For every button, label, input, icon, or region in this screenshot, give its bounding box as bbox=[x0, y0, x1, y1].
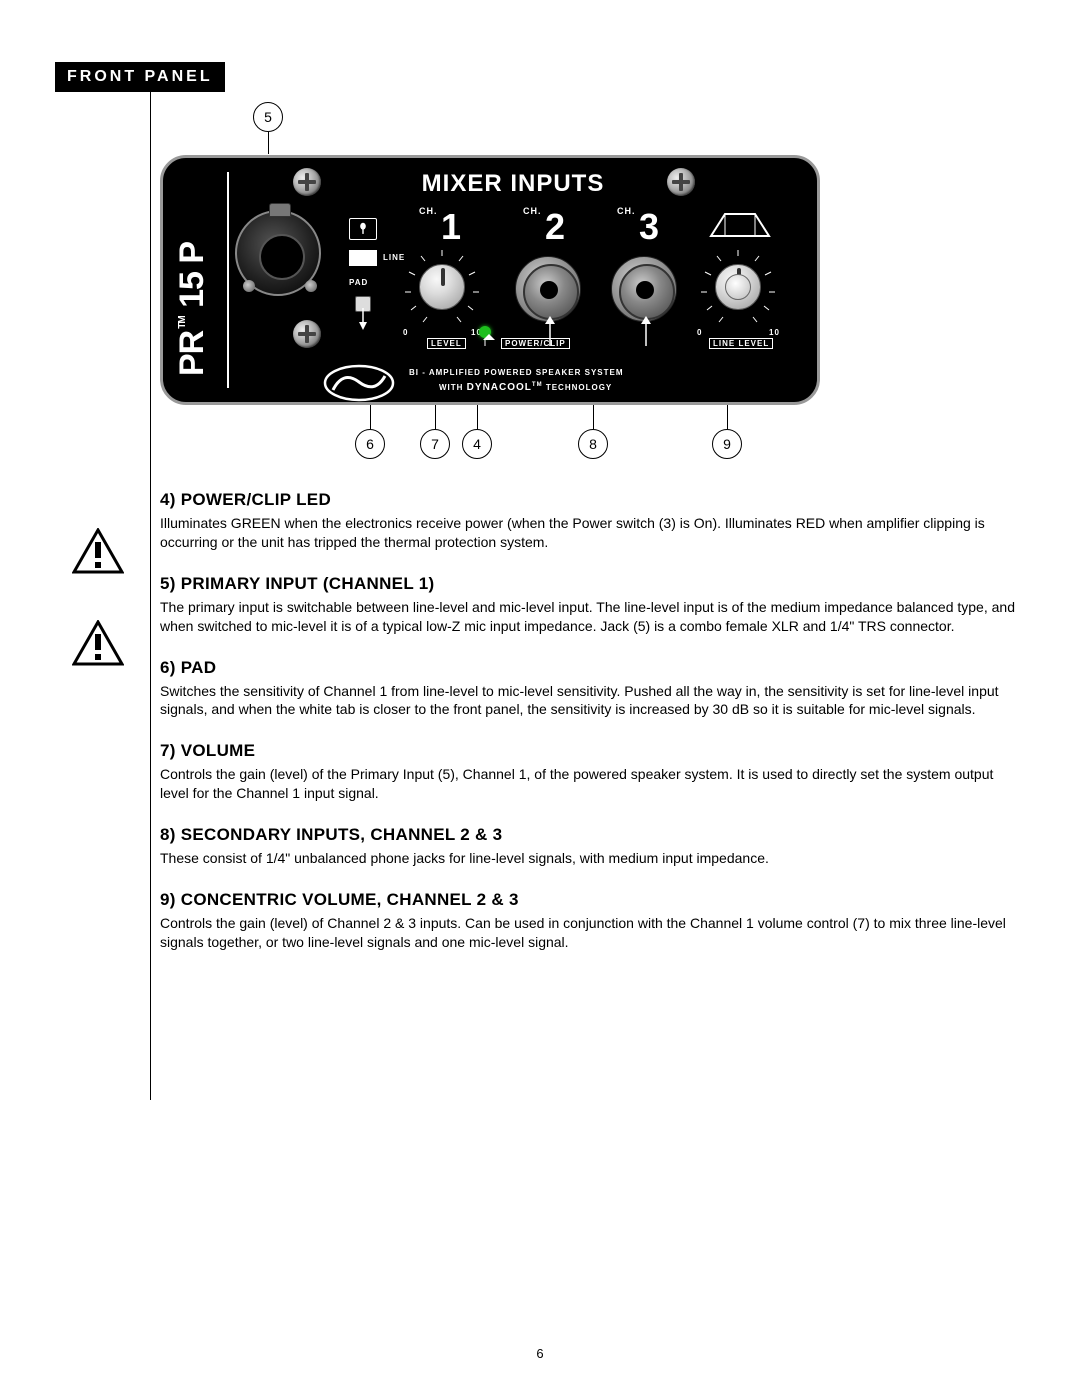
knob-max: 10 bbox=[769, 328, 780, 337]
page-number: 6 bbox=[0, 1346, 1080, 1361]
ch-label: CH. bbox=[419, 206, 438, 216]
section-title: 7) VOLUME bbox=[160, 741, 1020, 761]
tagline-line2: WITH DYNACOOLTM TECHNOLOGY bbox=[439, 382, 612, 393]
section-title: 5) PRIMARY INPUT (CHANNEL 1) bbox=[160, 574, 1020, 594]
speaker-trapezoid-icon bbox=[705, 210, 775, 238]
model-label: PR TM 15 P bbox=[173, 166, 212, 376]
callout-number: 8 bbox=[578, 429, 608, 459]
page: FRONT PANEL 5 PRTM 15 P MIXER INPUTS CH bbox=[0, 0, 1080, 1397]
ch-label: CH. bbox=[617, 206, 636, 216]
callout-stem bbox=[268, 132, 269, 154]
callout-5: 5 bbox=[253, 102, 283, 154]
section-header-tab: FRONT PANEL bbox=[55, 62, 225, 92]
powerclip-label: POWER/CLIP bbox=[501, 338, 570, 349]
model-suffix: 15 P bbox=[173, 242, 211, 308]
section-9: 9) CONCENTRIC VOLUME, CHANNEL 2 & 3 Cont… bbox=[160, 890, 1020, 952]
callout-number: 7 bbox=[420, 429, 450, 459]
callout-number: 5 bbox=[253, 102, 283, 132]
descriptions: 4) POWER/CLIP LED Illuminates GREEN when… bbox=[160, 490, 1020, 974]
ch-number-2: 2 bbox=[545, 206, 565, 248]
section-title: 8) SECONDARY INPUTS, CHANNEL 2 & 3 bbox=[160, 825, 1020, 845]
section-title: 9) CONCENTRIC VOLUME, CHANNEL 2 & 3 bbox=[160, 890, 1020, 910]
mixer-panel-diagram: PR TM 15 P MIXER INPUTS CH. 1 LINE PAD bbox=[160, 155, 820, 405]
pad-label: PAD bbox=[349, 278, 368, 287]
section-6: 6) PAD Switches the sensitivity of Chann… bbox=[160, 658, 1020, 720]
tm-mark: TM bbox=[177, 316, 188, 328]
section-5: 5) PRIMARY INPUT (CHANNEL 1) The primary… bbox=[160, 574, 1020, 636]
section-4: 4) POWER/CLIP LED Illuminates GREEN when… bbox=[160, 490, 1020, 552]
linelevel-label: LINE LEVEL bbox=[709, 338, 773, 349]
callout-7: 7 bbox=[420, 405, 450, 459]
tagline-tm: TM bbox=[532, 382, 543, 388]
callout-number: 4 bbox=[462, 429, 492, 459]
quarter-inch-jack bbox=[611, 256, 677, 322]
arrow-up-icon bbox=[641, 316, 651, 346]
knob-min: 0 bbox=[403, 328, 408, 337]
xlr-latch bbox=[269, 203, 291, 217]
mixer-inputs-title: MIXER INPUTS bbox=[363, 170, 663, 198]
tagline-tech: TECHNOLOGY bbox=[546, 383, 612, 392]
warning-icon bbox=[72, 528, 124, 574]
line-label: LINE bbox=[383, 253, 405, 262]
callout-6: 6 bbox=[355, 405, 385, 459]
section-title: 6) PAD bbox=[160, 658, 1020, 678]
tagline-line1: BI - AMPLIFIED POWERED SPEAKER SYSTEM bbox=[409, 368, 624, 377]
peavey-logo-icon bbox=[323, 364, 395, 402]
section-body: The primary input is switchable between … bbox=[160, 598, 1020, 636]
vertical-rule bbox=[150, 90, 151, 1100]
section-body: These consist of 1/4" unbalanced phone j… bbox=[160, 849, 1020, 868]
section-body: Controls the gain (level) of Channel 2 &… bbox=[160, 914, 1020, 952]
quarter-inch-jack bbox=[515, 256, 581, 322]
section-body: Controls the gain (level) of the Primary… bbox=[160, 765, 1020, 803]
xlr-screw bbox=[243, 280, 255, 292]
warning-icon bbox=[72, 620, 124, 666]
section-body: Switches the sensitivity of Channel 1 fr… bbox=[160, 682, 1020, 720]
mixer-panel: PR TM 15 P MIXER INPUTS CH. 1 LINE PAD bbox=[160, 155, 820, 405]
tagline-with: WITH bbox=[439, 383, 463, 392]
ch-number-1: 1 bbox=[441, 206, 461, 248]
level-label: LEVEL bbox=[427, 338, 466, 349]
arrow-down-icon bbox=[358, 308, 368, 330]
callout-4: 4 bbox=[462, 405, 492, 459]
section-7: 7) VOLUME Controls the gain (level) of t… bbox=[160, 741, 1020, 803]
tagline-brand: DYNACOOL bbox=[467, 382, 532, 393]
ch-number-3: 3 bbox=[639, 206, 659, 248]
line-icon bbox=[349, 250, 377, 266]
section-title: 4) POWER/CLIP LED bbox=[160, 490, 1020, 510]
panel-divider bbox=[227, 172, 229, 388]
mic-icon bbox=[349, 218, 377, 240]
model-prefix: PR bbox=[173, 331, 211, 376]
arrow-up-icon bbox=[545, 316, 555, 346]
callout-8: 8 bbox=[578, 405, 608, 459]
screw-icon bbox=[293, 168, 321, 196]
xlr-screw bbox=[305, 280, 317, 292]
callout-number: 6 bbox=[355, 429, 385, 459]
section-body: Illuminates GREEN when the electronics r… bbox=[160, 514, 1020, 552]
xlr-combo-jack bbox=[235, 210, 321, 296]
screw-icon bbox=[667, 168, 695, 196]
knob-min: 0 bbox=[697, 328, 702, 337]
bottom-callouts: 6 7 4 8 9 bbox=[160, 405, 820, 465]
concentric-inner-knob bbox=[725, 274, 751, 300]
screw-icon bbox=[293, 320, 321, 348]
section-8: 8) SECONDARY INPUTS, CHANNEL 2 & 3 These… bbox=[160, 825, 1020, 868]
callout-number: 9 bbox=[712, 429, 742, 459]
level-knob-ch1 bbox=[419, 264, 465, 310]
ch-label: CH. bbox=[523, 206, 542, 216]
callout-9: 9 bbox=[712, 405, 742, 459]
